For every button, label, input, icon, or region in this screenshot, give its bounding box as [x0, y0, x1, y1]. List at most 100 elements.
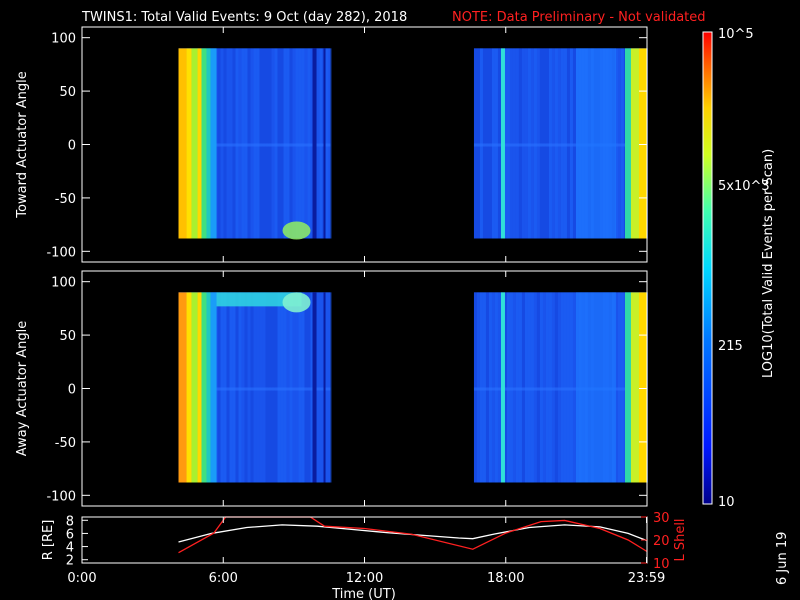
heatmap-cell	[247, 292, 251, 483]
heatmap-feature	[282, 221, 311, 240]
x-tick-label: 6:00	[209, 571, 238, 586]
heatmap-cell	[569, 292, 573, 483]
heatmap-cell	[220, 292, 224, 483]
heatmap-cell	[509, 292, 513, 483]
y-tick-label: 4	[66, 541, 74, 556]
heatmap-band	[473, 143, 647, 147]
heatmap-cell	[620, 48, 624, 239]
heatmap-cell	[479, 48, 483, 239]
heatmap-cell	[289, 48, 293, 239]
heatmap-cell	[614, 292, 618, 483]
heatmap-cell	[554, 48, 558, 239]
heatmap-cell	[536, 48, 540, 239]
heatmap-cell	[539, 292, 543, 483]
heatmap-cell	[560, 48, 564, 239]
heatmap-band	[473, 387, 647, 391]
heatmap-cell	[515, 292, 519, 483]
heatmap-cell	[226, 292, 230, 483]
y-tick-label: 0	[68, 139, 76, 154]
heatmap-cell	[512, 292, 516, 483]
heatmap-cell	[274, 292, 278, 483]
heatmap-cell	[244, 292, 248, 483]
heatmap-cell	[229, 292, 233, 483]
heatmap-cell	[301, 48, 305, 239]
colorbar-gradient	[703, 32, 712, 504]
heatmap-cell	[485, 292, 489, 483]
heatmap-cell	[548, 48, 552, 239]
heatmap-cell	[319, 292, 323, 483]
x-axis-label: Time (UT)	[331, 587, 396, 600]
y-tick-label: 50	[59, 329, 76, 344]
colorbar-tick-label: 215	[718, 339, 743, 354]
heatmap-cell	[325, 48, 329, 239]
right-axis-label: L Shell	[673, 518, 688, 561]
heatmap-cell	[312, 48, 317, 239]
away-panel: 100 50 0 -50 -100 Away Actuator Angle	[15, 270, 648, 507]
heatmap-cell	[323, 48, 326, 239]
heatmap-cell	[232, 292, 236, 483]
heatmap-cell	[500, 292, 505, 483]
heatmap-cell	[206, 292, 211, 483]
y-tick-label: -50	[55, 436, 76, 451]
heatmap-cell	[201, 48, 207, 239]
heatmap-cell	[265, 292, 269, 483]
heatmap-cell	[201, 292, 207, 483]
heatmap-cell	[476, 292, 480, 483]
heatmap-cell	[292, 292, 296, 483]
date-stamp: 6 Jun 19	[775, 532, 790, 585]
y-tick-label: -100	[46, 245, 76, 260]
heatmap-cell	[217, 48, 221, 239]
heatmap-cell	[298, 292, 302, 483]
colorbar: 10^5 5x10^3 215 10 LOG10(Total Valid Eve…	[702, 27, 776, 510]
y-tick-label: 6	[66, 527, 74, 542]
heatmap-cell	[617, 48, 621, 239]
heatmap-cell	[238, 48, 242, 239]
heatmap-cell	[617, 292, 621, 483]
heatmap-cell	[323, 292, 326, 483]
y2-tick-label: 30	[653, 511, 670, 526]
heatmap-cell	[328, 48, 332, 239]
heatmap-cell	[566, 292, 570, 483]
heatmap-cell	[268, 292, 272, 483]
heatmap-cell	[563, 48, 567, 239]
heatmap-cell	[277, 292, 281, 483]
heatmap-cell	[539, 48, 543, 239]
x-tick-label: 0:00	[67, 571, 96, 586]
heatmap-cell	[554, 292, 558, 483]
colorbar-tick-label: 5x10^3	[718, 179, 770, 194]
heatmap-cell	[625, 48, 631, 239]
heatmap-cell	[542, 292, 546, 483]
r-series-line	[178, 524, 648, 543]
heatmap-cell	[271, 292, 275, 483]
heatmap-cell	[253, 292, 257, 483]
heatmap-band	[178, 387, 331, 391]
heatmap-cell	[232, 48, 236, 239]
preliminary-note: NOTE: Data Preliminary - Not validated	[452, 10, 706, 25]
heatmap-cell	[500, 48, 505, 239]
y-axis-label: Toward Actuator Angle	[15, 71, 30, 218]
heatmap-cell	[210, 292, 217, 483]
heatmap-cell	[253, 48, 257, 239]
heatmap-cell	[551, 292, 555, 483]
heatmap-cell	[524, 292, 528, 483]
heatmap-cell	[259, 48, 263, 239]
heatmap-cell	[521, 292, 525, 483]
heatmap-cell	[292, 48, 296, 239]
x-tick-label: 23:59	[628, 571, 665, 586]
heatmap-cell	[235, 48, 239, 239]
heatmap-cell	[479, 292, 483, 483]
colorbar-tick-label: 10^5	[718, 27, 754, 42]
heatmap-cell	[223, 292, 227, 483]
heatmap-cell	[545, 292, 549, 483]
heatmap-cell	[268, 48, 272, 239]
chart-title: TWINS1: Total Valid Events: 9 Oct (day 2…	[81, 10, 407, 25]
heatmap-cell	[289, 292, 293, 483]
heatmap-cell	[569, 48, 573, 239]
heatmap-cell	[241, 48, 245, 239]
heatmap-cell	[494, 48, 498, 239]
heatmap-cell	[548, 292, 552, 483]
heatmap-cell	[482, 292, 486, 483]
heatmap-cell	[307, 48, 311, 239]
y-tick-label: 8	[66, 514, 74, 529]
